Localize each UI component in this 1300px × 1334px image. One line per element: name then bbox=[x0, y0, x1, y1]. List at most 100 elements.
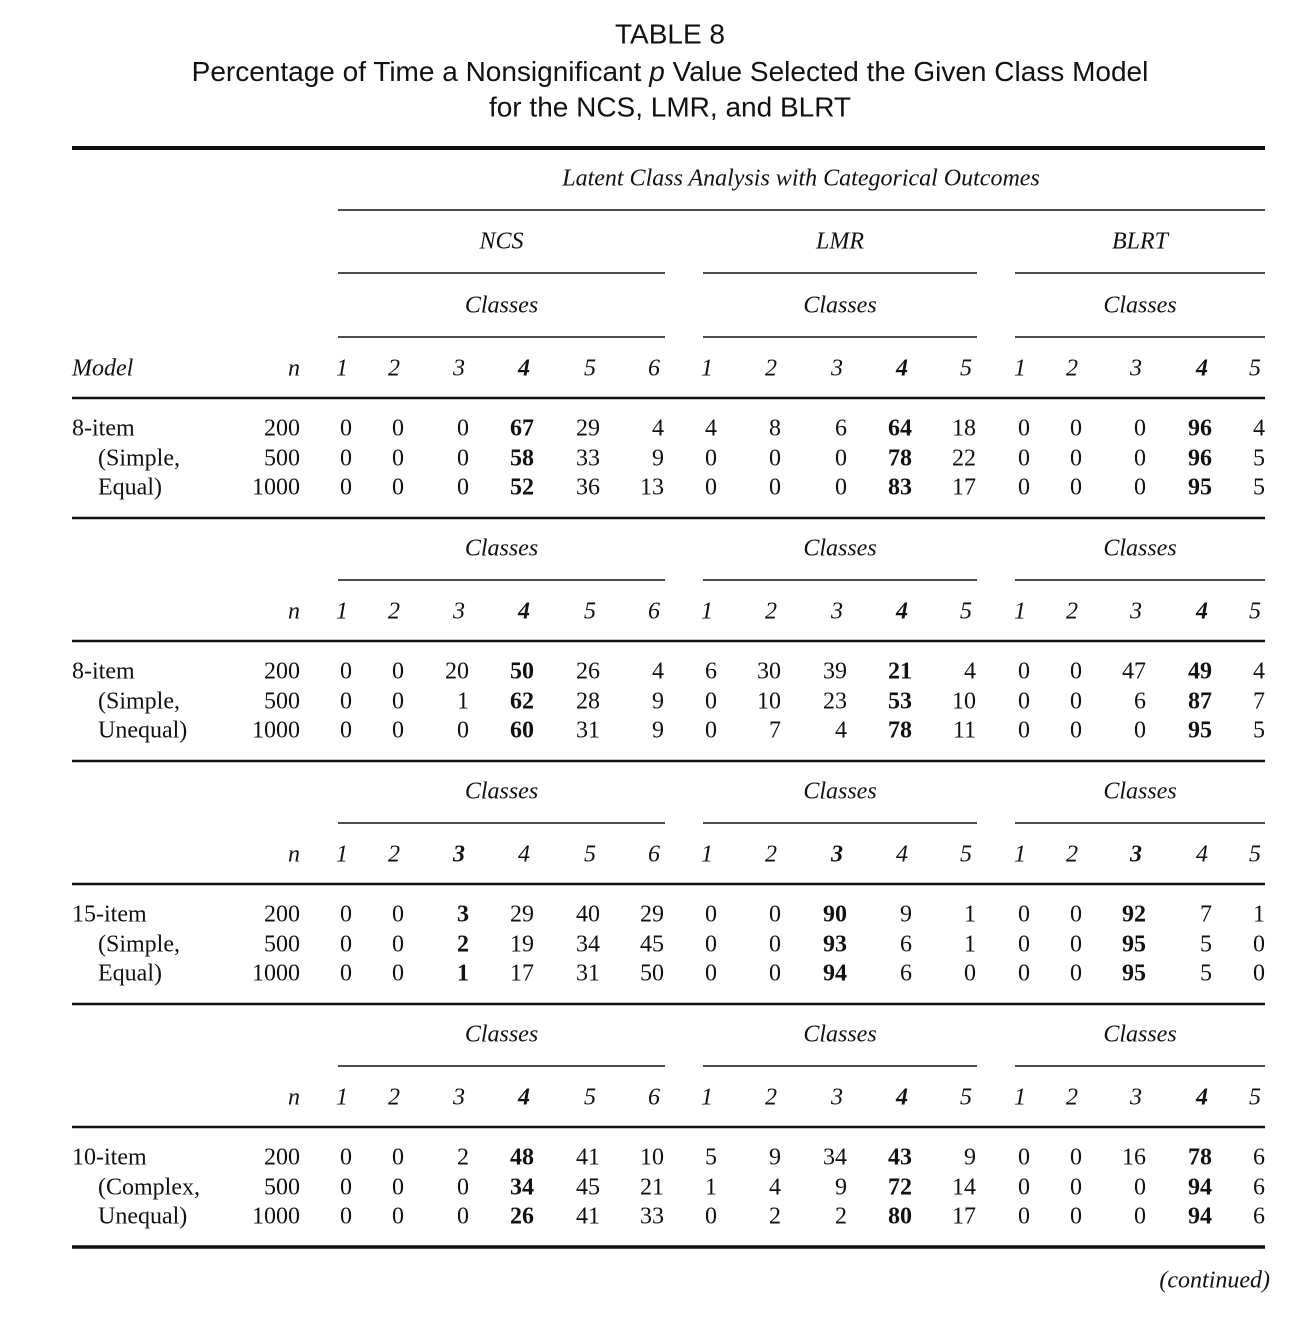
column-header: 3 bbox=[1129, 1085, 1142, 1111]
value-cell: 17 bbox=[952, 1204, 976, 1230]
value-cell: 0 bbox=[1018, 1204, 1030, 1230]
value-cell: 23 bbox=[823, 689, 847, 715]
value-cell: 0 bbox=[340, 1175, 352, 1201]
column-header: 1 bbox=[1014, 1085, 1026, 1111]
value-cell: 0 bbox=[1253, 961, 1265, 987]
column-header: 5 bbox=[584, 356, 596, 382]
model-cell: Unequal) bbox=[98, 718, 187, 744]
value-cell: 0 bbox=[392, 659, 404, 685]
model-cell: 8-item bbox=[72, 416, 135, 442]
column-header: 3 bbox=[452, 1085, 465, 1111]
value-cell: 4 bbox=[835, 718, 847, 744]
model-cell: (Simple, bbox=[98, 446, 180, 472]
model-cell: Equal) bbox=[98, 475, 162, 501]
value-cell: 0 bbox=[340, 475, 352, 501]
column-header: 2 bbox=[765, 1085, 777, 1111]
value-cell: 1 bbox=[457, 689, 469, 715]
value-cell: 0 bbox=[392, 902, 404, 928]
caption-part: Percentage of Time a Nonsignificant bbox=[192, 56, 642, 87]
column-header: 2 bbox=[388, 356, 400, 382]
value-cell: 4 bbox=[1253, 659, 1265, 685]
value-cell: 14 bbox=[952, 1175, 976, 1201]
value-cell: 0 bbox=[392, 1145, 404, 1171]
spanner: Latent Class Analysis with Categorical O… bbox=[561, 166, 1040, 192]
value-cell: 34 bbox=[510, 1175, 534, 1201]
value-cell: 30 bbox=[757, 659, 781, 685]
value-cell: 10 bbox=[952, 689, 976, 715]
column-header: 4 bbox=[1195, 356, 1208, 382]
value-cell: 7 bbox=[1200, 902, 1212, 928]
value-cell: 0 bbox=[392, 1204, 404, 1230]
value-cell: 49 bbox=[1188, 659, 1212, 685]
value-cell: 0 bbox=[769, 475, 781, 501]
value-cell: 0 bbox=[457, 1204, 469, 1230]
value-cell: 0 bbox=[705, 902, 717, 928]
value-cell: 0 bbox=[1018, 416, 1030, 442]
value-cell: 78 bbox=[1188, 1145, 1212, 1171]
value-cell: 0 bbox=[1018, 902, 1030, 928]
column-header: 1 bbox=[336, 1085, 348, 1111]
value-cell: 21 bbox=[888, 659, 912, 685]
value-cell: 9 bbox=[652, 718, 664, 744]
value-cell: 0 bbox=[340, 1145, 352, 1171]
value-cell: 0 bbox=[705, 1204, 717, 1230]
value-cell: 0 bbox=[392, 961, 404, 987]
value-cell: 0 bbox=[1070, 718, 1082, 744]
column-header: 2 bbox=[1066, 1085, 1078, 1111]
value-cell: 39 bbox=[823, 659, 847, 685]
value-cell: 0 bbox=[1070, 1145, 1082, 1171]
value-cell: 29 bbox=[576, 416, 600, 442]
value-cell: 0 bbox=[392, 932, 404, 958]
value-cell: 31 bbox=[576, 718, 600, 744]
column-header: 2 bbox=[765, 599, 777, 625]
value-cell: 0 bbox=[1018, 961, 1030, 987]
value-cell: 45 bbox=[640, 932, 664, 958]
value-cell: 6 bbox=[835, 416, 847, 442]
value-cell: 6 bbox=[1253, 1175, 1265, 1201]
column-header: 4 bbox=[517, 599, 530, 625]
value-cell: 67 bbox=[510, 416, 534, 442]
value-cell: 0 bbox=[705, 961, 717, 987]
value-cell: 19 bbox=[510, 932, 534, 958]
value-cell: 0 bbox=[1018, 718, 1030, 744]
column-header: 4 bbox=[517, 1085, 530, 1111]
value-cell: 29 bbox=[640, 902, 664, 928]
value-cell: 34 bbox=[576, 932, 600, 958]
column-header: 5 bbox=[1249, 356, 1261, 382]
value-cell: 80 bbox=[888, 1204, 912, 1230]
value-cell: 40 bbox=[576, 902, 600, 928]
column-header: 1 bbox=[701, 842, 713, 868]
value-cell: 0 bbox=[705, 475, 717, 501]
column-header: 1 bbox=[1014, 356, 1026, 382]
n-cell: 200 bbox=[264, 659, 300, 685]
value-cell: 6 bbox=[705, 659, 717, 685]
caption-part: Value Selected the Given Class Model bbox=[673, 56, 1149, 87]
value-cell: 78 bbox=[888, 718, 912, 744]
value-cell: 0 bbox=[769, 902, 781, 928]
value-cell: 0 bbox=[1134, 1175, 1146, 1201]
classes-label: Classes bbox=[1103, 536, 1176, 562]
n-cell: 500 bbox=[264, 1175, 300, 1201]
value-cell: 0 bbox=[457, 718, 469, 744]
value-cell: 26 bbox=[510, 1204, 534, 1230]
value-cell: 60 bbox=[510, 718, 534, 744]
column-header: 1 bbox=[701, 599, 713, 625]
caption-italic: p bbox=[648, 56, 665, 87]
column-header: 5 bbox=[1249, 842, 1261, 868]
value-cell: 0 bbox=[964, 961, 976, 987]
n-header: n bbox=[288, 599, 300, 625]
column-header: 4 bbox=[517, 356, 530, 382]
value-cell: 0 bbox=[392, 1175, 404, 1201]
value-cell: 28 bbox=[576, 689, 600, 715]
column-header: 5 bbox=[1249, 1085, 1261, 1111]
value-cell: 0 bbox=[1070, 1175, 1082, 1201]
column-header: 3 bbox=[1129, 842, 1142, 868]
column-header: 5 bbox=[1249, 599, 1261, 625]
value-cell: 0 bbox=[1253, 932, 1265, 958]
value-cell: 95 bbox=[1122, 932, 1146, 958]
value-cell: 0 bbox=[705, 689, 717, 715]
classes-label: Classes bbox=[465, 536, 538, 562]
column-header: 6 bbox=[648, 842, 660, 868]
value-cell: 0 bbox=[340, 961, 352, 987]
value-cell: 31 bbox=[576, 961, 600, 987]
